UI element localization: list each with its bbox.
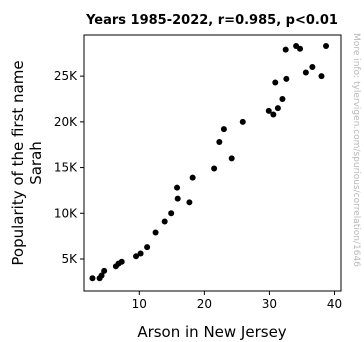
data-point (274, 105, 281, 112)
data-point (318, 73, 325, 80)
data-point (279, 96, 286, 102)
x-axis-label: Arson in New Jersey (137, 323, 286, 341)
data-point (168, 210, 175, 217)
y-tick-label: 5K (61, 252, 78, 266)
chart-title: Years 1985-2022, r=0.985, p<0.01 (85, 13, 338, 28)
data-point (118, 258, 125, 265)
data-point (239, 118, 246, 125)
y-axis-ticks: 5K 10K 15K 20K 25K (54, 69, 84, 266)
data-point (297, 45, 304, 52)
data-point (186, 199, 193, 206)
data-point (174, 195, 181, 202)
data-point (161, 218, 168, 225)
x-tick-label: 30 (262, 297, 277, 311)
data-point (211, 165, 218, 172)
data-point (144, 244, 151, 251)
data-point (323, 42, 330, 49)
y-axis-label-line1: Popularity of the first name (9, 60, 27, 265)
x-tick-label: 10 (132, 297, 147, 311)
data-point (133, 253, 140, 260)
data-point (101, 267, 108, 274)
data-point (89, 275, 96, 282)
data-points (89, 42, 330, 282)
data-point (283, 75, 290, 82)
data-point (98, 272, 105, 279)
data-point (272, 79, 279, 86)
y-tick-label: 25K (54, 69, 78, 83)
data-point (265, 107, 272, 114)
watermark-text: More info: tylervigen.com/spurious/corre… (351, 33, 361, 267)
data-point (220, 126, 227, 133)
x-tick-label: 40 (327, 297, 342, 311)
data-point (174, 184, 181, 191)
y-tick-label: 20K (54, 115, 78, 129)
data-point (309, 64, 316, 70)
data-point (302, 69, 309, 76)
data-point (282, 46, 289, 53)
plot-area-frame (83, 34, 342, 292)
data-point (137, 250, 144, 257)
y-tick-label: 15K (54, 161, 78, 175)
y-tick-label: 10K (54, 206, 78, 220)
x-axis-ticks: 10 20 30 40 (132, 291, 342, 311)
data-point (270, 111, 277, 118)
data-point (152, 229, 159, 236)
x-tick-label: 20 (197, 297, 212, 311)
data-point (216, 138, 223, 145)
data-point (228, 155, 235, 162)
y-axis-label-line2: Sarah (27, 141, 45, 185)
data-point (189, 174, 196, 181)
